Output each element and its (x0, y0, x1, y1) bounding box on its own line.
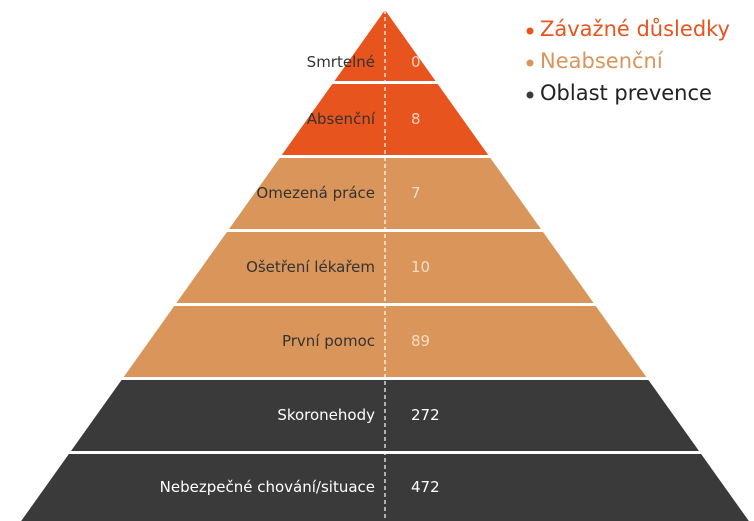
level-label: Omezená práce (256, 184, 375, 202)
level-label: Nebezpečné chování/situace (160, 478, 375, 496)
level-value: 472 (411, 478, 440, 496)
level-value: 10 (411, 258, 430, 276)
pyramid-level (71, 380, 699, 451)
level-label: První pomoc (282, 332, 375, 350)
level-value: 7 (411, 184, 421, 202)
level-value: 0 (411, 53, 421, 71)
legend-bullet (526, 59, 534, 67)
level-value: 272 (411, 406, 440, 424)
pyramid-level (281, 84, 489, 155)
level-label: Absenční (307, 110, 376, 128)
legend-text: Neabsenční (540, 49, 664, 73)
level-label: Skoronehody (277, 406, 375, 424)
legend-text: Závažné důsledky (540, 17, 730, 41)
level-value: 8 (411, 110, 421, 128)
legend-bullet (526, 91, 534, 99)
level-label: Ošetření lékařem (246, 258, 375, 276)
level-value: 89 (411, 332, 430, 350)
pyramid-level (176, 232, 594, 303)
legend-text: Oblast prevence (540, 81, 712, 105)
level-label: Smrtelné (307, 53, 375, 71)
legend-bullet (526, 27, 534, 35)
